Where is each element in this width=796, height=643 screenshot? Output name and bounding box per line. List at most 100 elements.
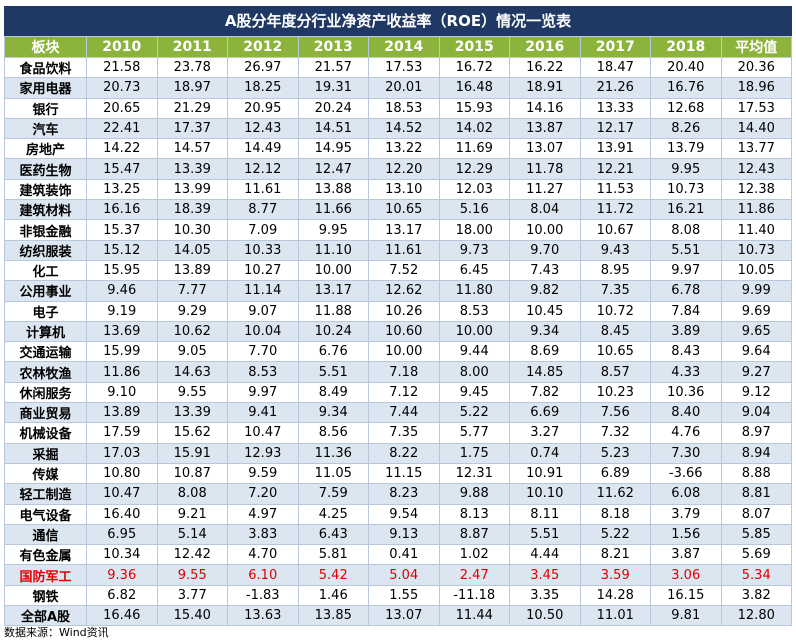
- value-cell: 14.16: [509, 97, 581, 119]
- sector-cell: 钢铁: [4, 584, 87, 607]
- value-cell: 3.82: [720, 584, 792, 607]
- value-cell: 20.40: [650, 56, 722, 79]
- value-cell: 8.18: [579, 503, 651, 525]
- sector-cell: 医药生物: [4, 158, 87, 180]
- value-cell: 11.15: [368, 462, 440, 485]
- value-cell: 10.24: [297, 320, 369, 343]
- value-cell: 10.47: [86, 483, 158, 505]
- value-cell: 13.17: [368, 219, 440, 241]
- value-cell: 12.42: [156, 544, 228, 566]
- value-cell: 8.21: [579, 544, 651, 566]
- table-row: 计算机 13.69 10.62 10.04 10.24 10.60 10.00 9.34 8.4…: [4, 320, 792, 343]
- value-cell: 10.73: [650, 178, 722, 201]
- value-cell: 12.38: [720, 178, 792, 201]
- value-cell: 17.37: [156, 117, 228, 140]
- value-cell: 14.51: [297, 117, 369, 140]
- sector-cell: 建筑材料: [4, 199, 87, 221]
- value-cell: 7.70: [227, 341, 299, 363]
- table-row: 国防军工 9.36 9.55 6.10 5.42 5.04 2.47 3.45 3.59 3.06…: [4, 564, 792, 586]
- value-cell: 13.07: [368, 605, 440, 627]
- value-cell: 9.95: [650, 158, 722, 180]
- value-cell: 12.21: [579, 158, 651, 180]
- value-cell: 10.33: [227, 239, 299, 261]
- value-cell: 8.56: [297, 422, 369, 444]
- value-cell: 4.70: [227, 544, 299, 566]
- value-cell: 9.07: [227, 300, 299, 322]
- value-cell: 12.80: [720, 605, 792, 627]
- value-cell: 7.35: [368, 422, 440, 444]
- value-cell: 15.99: [86, 341, 158, 363]
- value-cell: 22.41: [86, 117, 158, 140]
- value-cell: 20.95: [227, 97, 299, 119]
- value-cell: 10.00: [368, 341, 440, 363]
- header-cell: 板块: [4, 36, 87, 58]
- value-cell: 8.22: [368, 442, 440, 464]
- value-cell: 5.22: [579, 523, 651, 546]
- value-cell: 4.97: [227, 503, 299, 525]
- table-row: 轻工制造 10.47 8.08 7.20 7.59 8.23 9.88 10.10 11.62 6…: [4, 483, 792, 505]
- value-cell: 20.73: [86, 77, 158, 99]
- table-row: 有色金属 10.34 12.42 4.70 5.81 0.41 1.02 4.44 8.21 3.…: [4, 544, 792, 566]
- sector-cell: 汽车: [4, 117, 87, 140]
- value-cell: 15.12: [86, 239, 158, 261]
- value-cell: 14.52: [368, 117, 440, 140]
- value-cell: 1.75: [438, 442, 510, 464]
- value-cell: 8.43: [650, 341, 722, 363]
- value-cell: 7.56: [579, 402, 651, 424]
- value-cell: 11.40: [720, 219, 792, 241]
- value-cell: 3.79: [650, 503, 722, 525]
- sector-cell: 商业贸易: [4, 402, 87, 424]
- value-cell: 9.27: [720, 361, 792, 383]
- value-cell: 12.68: [650, 97, 722, 119]
- table-row: 采掘 17.03 15.91 12.93 11.36 8.22 1.75 0.74 5.23 7.…: [4, 442, 792, 464]
- table-row: 食品饮料 21.58 23.78 26.97 21.57 17.53 16.72 16.22 1…: [4, 56, 792, 79]
- value-cell: 10.73: [720, 239, 792, 261]
- value-cell: 3.89: [650, 320, 722, 343]
- value-cell: 8.81: [720, 483, 792, 505]
- value-cell: 14.49: [227, 138, 299, 160]
- value-cell: 8.23: [368, 483, 440, 505]
- value-cell: 9.29: [156, 300, 228, 322]
- value-cell: 21.26: [579, 77, 651, 99]
- value-cell: 11.53: [579, 178, 651, 201]
- value-cell: 11.86: [86, 361, 158, 383]
- value-cell: 9.73: [438, 239, 510, 261]
- value-cell: 8.26: [650, 117, 722, 140]
- value-cell: 12.43: [720, 158, 792, 180]
- value-cell: 12.31: [438, 462, 510, 485]
- value-cell: 20.65: [86, 97, 158, 119]
- sector-cell: 化工: [4, 259, 87, 282]
- value-cell: 15.37: [86, 219, 158, 241]
- value-cell: 3.35: [509, 584, 581, 607]
- value-cell: 9.34: [509, 320, 581, 343]
- value-cell: 13.89: [156, 259, 228, 282]
- value-cell: 18.91: [509, 77, 581, 99]
- value-cell: 11.72: [579, 199, 651, 221]
- value-cell: 7.82: [509, 381, 581, 404]
- value-cell: 13.89: [86, 402, 158, 424]
- value-cell: 14.05: [156, 239, 228, 261]
- value-cell: 9.81: [650, 605, 722, 627]
- value-cell: 11.44: [438, 605, 510, 627]
- header-cell: 平均值: [720, 36, 792, 58]
- sector-cell: 公用事业: [4, 280, 87, 302]
- value-cell: 11.62: [579, 483, 651, 505]
- value-cell: 11.14: [227, 280, 299, 302]
- value-cell: 16.72: [438, 56, 510, 79]
- value-cell: 5.77: [438, 422, 510, 444]
- value-cell: 10.27: [227, 259, 299, 282]
- value-cell: 3.59: [579, 564, 651, 586]
- value-cell: 7.44: [368, 402, 440, 424]
- value-cell: 8.88: [720, 462, 792, 485]
- value-cell: 8.40: [650, 402, 722, 424]
- value-cell: 9.12: [720, 381, 792, 404]
- value-cell: 9.55: [156, 381, 228, 404]
- value-cell: 13.17: [297, 280, 369, 302]
- value-cell: 8.11: [509, 503, 581, 525]
- value-cell: 21.58: [86, 56, 158, 79]
- value-cell: 1.46: [297, 584, 369, 607]
- value-cell: 7.59: [297, 483, 369, 505]
- header-row: 板块 2010 2011 2012 2013 2014 2015 2016 2017 2018 平均…: [4, 36, 792, 58]
- value-cell: 18.00: [438, 219, 510, 241]
